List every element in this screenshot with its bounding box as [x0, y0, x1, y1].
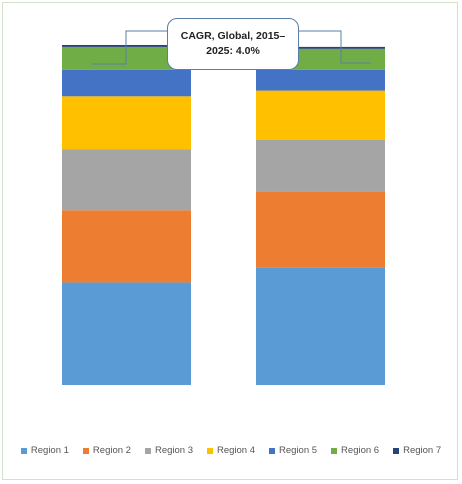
legend-label: Region 4: [216, 445, 256, 456]
legend-swatch: [269, 447, 276, 454]
legend-item-region-2: Region 2: [82, 445, 131, 456]
cagr-callout-text: CAGR, Global, 2015–2025: 4.0%: [180, 30, 286, 57]
callout-leader-line-2: [299, 30, 371, 64]
legend-item-region-3: Region 3: [144, 445, 193, 456]
legend-label: Region 2: [92, 445, 131, 456]
bar-segment-1-region-2: [62, 210, 191, 283]
cagr-callout: CAGR, Global, 2015–2025: 4.0%: [167, 18, 299, 70]
legend-label: Region 7: [403, 445, 442, 456]
legend-label: Region 5: [279, 445, 318, 456]
bar-segment-1-region-5: [62, 69, 191, 97]
legend-label: Region 3: [154, 445, 193, 456]
bar-segment-1-region-3: [62, 149, 191, 211]
legend-item-region-1: Region 1: [20, 445, 69, 456]
legend-swatch: [331, 447, 338, 454]
legend-label: Region 6: [341, 445, 380, 456]
callout-leader-line-1: [92, 30, 167, 65]
legend-item-region-5: Region 5: [269, 445, 317, 456]
legend-item-region-7: Region 7: [393, 445, 441, 456]
legend-item-region-4: Region 4: [206, 445, 256, 456]
legend-swatch: [144, 447, 151, 454]
legend-item-region-6: Region 6: [331, 445, 379, 456]
bar-segment-1-region-4: [62, 96, 191, 150]
legend-swatch: [393, 447, 400, 454]
bar-segment-1-region-1: [62, 282, 191, 385]
legend-swatch: [82, 447, 89, 454]
bar-segment-2-region-5: [256, 69, 385, 91]
bar-segment-2-region-1: [256, 267, 385, 385]
bar-segment-2-region-3: [256, 139, 385, 192]
legend-label: Region 1: [30, 445, 69, 456]
legend-swatch: [206, 447, 213, 454]
legend-swatch: [20, 447, 27, 454]
bar-segment-2-region-4: [256, 90, 385, 140]
chart-legend: Region 1 Region 2 Region 3 Region 4 Region 5…: [0, 445, 462, 456]
bar-segment-2-region-2: [256, 191, 385, 268]
bar-segment-2-region-7: [256, 46, 385, 49]
